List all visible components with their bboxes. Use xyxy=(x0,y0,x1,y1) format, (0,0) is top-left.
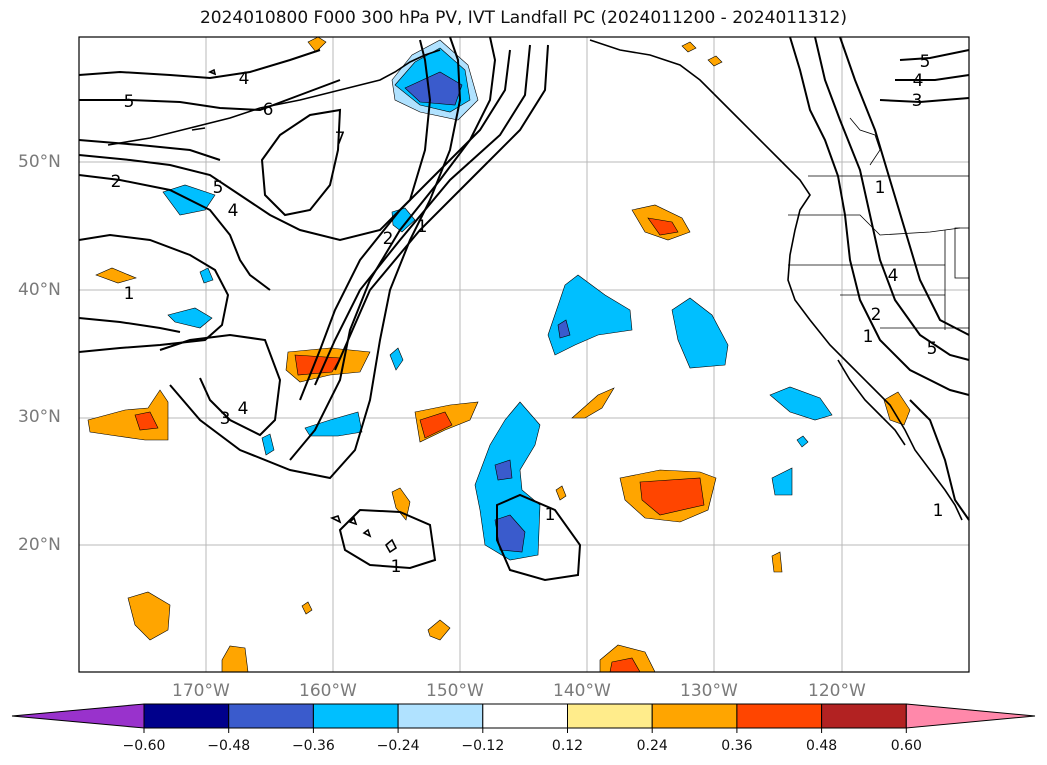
colorbar-extend-high xyxy=(905,703,1036,729)
contour-label: 2 xyxy=(111,172,122,192)
lon-label: 120°W xyxy=(808,681,866,701)
colorbar-tick-label: 0.24 xyxy=(636,738,668,754)
contour-label: 4 xyxy=(913,71,924,91)
coastlines xyxy=(107,39,963,554)
colorbar-tick-label: −0.12 xyxy=(461,738,505,754)
contour-label: 3 xyxy=(912,91,923,111)
colorbar-tick-label: 0.60 xyxy=(890,738,922,754)
lat-label: 40°N xyxy=(18,280,61,300)
contour-label: 1 xyxy=(933,501,944,521)
contour-label: 5 xyxy=(213,178,224,198)
lon-label: 160°W xyxy=(299,681,357,701)
contour-label: 1 xyxy=(417,217,428,237)
negative-anomaly-patches xyxy=(162,39,833,561)
colorbar-tick-label: −0.60 xyxy=(122,738,166,754)
contour-label: 4 xyxy=(239,69,250,89)
map-title: 2024010800 F000 300 hPa PV, IVT Landfall… xyxy=(199,8,847,28)
contour-label: 5 xyxy=(920,52,931,72)
colorbar-tick-label: 0.48 xyxy=(806,738,838,754)
colorbar-tick-label: 0.36 xyxy=(721,738,753,754)
contour-label: 1 xyxy=(875,178,886,198)
positive-anomaly-patches xyxy=(87,36,911,673)
contour-label: 4 xyxy=(888,266,899,286)
contour-label: 2 xyxy=(871,305,882,325)
contour-label: 1 xyxy=(124,284,135,304)
lat-label: 20°N xyxy=(18,535,61,555)
map-area xyxy=(79,37,969,672)
lon-label: 140°W xyxy=(553,681,611,701)
lat-label: 50°N xyxy=(18,152,61,172)
contour-label: 6 xyxy=(263,100,274,120)
contour-label: 2 xyxy=(383,229,394,249)
colorbar-tick-label: −0.36 xyxy=(291,738,335,754)
contour-label: 7 xyxy=(335,129,346,149)
contour-label: 1 xyxy=(545,505,556,525)
contour-label: 5 xyxy=(927,339,938,359)
colorbar-tick-label: −0.48 xyxy=(207,738,251,754)
colorbar xyxy=(11,703,1036,733)
pv-contours xyxy=(78,36,970,582)
contour-labels: 4 5 6 7 2 1 5 4 1 3 4 2 1 1 1 5 4 3 4 2 … xyxy=(111,52,944,577)
lon-label: 130°W xyxy=(680,681,738,701)
contour-label: 5 xyxy=(124,92,135,112)
lon-label: 150°W xyxy=(426,681,484,701)
colorbar-tick-label: −0.24 xyxy=(376,738,420,754)
contour-label: 4 xyxy=(238,399,249,419)
contour-label: 1 xyxy=(391,557,402,577)
colorbar-tick-label: 0.12 xyxy=(551,738,584,754)
map-frame xyxy=(78,36,970,673)
colorbar-extend-low xyxy=(11,703,145,729)
contour-label: 4 xyxy=(228,201,239,221)
contour-label: 1 xyxy=(863,327,874,347)
lon-label: 170°W xyxy=(172,681,230,701)
contour-label: 3 xyxy=(220,409,231,429)
lat-label: 30°N xyxy=(18,407,61,427)
borders xyxy=(788,117,970,330)
